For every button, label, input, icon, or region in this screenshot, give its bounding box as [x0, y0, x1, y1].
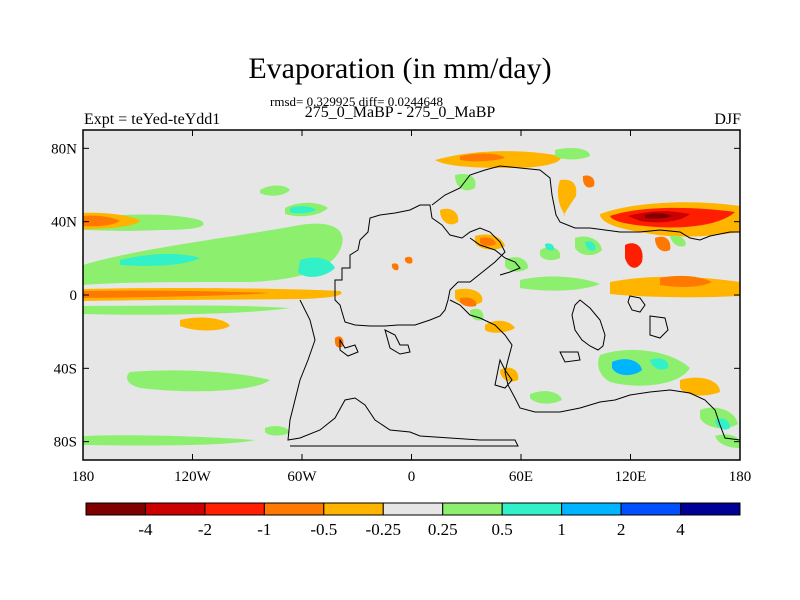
- contour-green: [455, 174, 476, 191]
- x-tick-label: 180: [72, 469, 95, 485]
- contour-teal: [585, 241, 596, 251]
- colorbar-swatch: [85, 502, 146, 516]
- contour-blue: [612, 359, 642, 376]
- contour-green: [260, 185, 290, 196]
- colorbar-label: -0.5: [310, 520, 337, 539]
- coastline: [649, 315, 669, 339]
- y-tick-label: 80N: [51, 141, 77, 157]
- coastlines: [287, 165, 740, 447]
- colorbar: -4 -2 -1 -0.5 -0.25 0.25 0.5 1 2 4: [85, 502, 741, 539]
- coastline: [287, 299, 519, 447]
- colorbar-label: -2: [198, 520, 212, 539]
- colorbar-label: -1: [257, 520, 271, 539]
- colorbar-swatch: [323, 502, 384, 516]
- contour-dark-orange: [334, 336, 344, 348]
- contour-green: [715, 434, 740, 448]
- colorbar-swatch: [144, 502, 206, 516]
- y-tick-label: 80S: [54, 435, 77, 451]
- contour-dark-orange: [660, 275, 712, 287]
- y-axis: 80N 40N 0 40S 80S: [51, 141, 740, 451]
- x-axis: 180 120W 60W 0 60E 120E 180: [72, 130, 752, 485]
- map-title: Evaporation (in mm/day): [248, 52, 552, 85]
- contour-dark-orange: [83, 215, 120, 227]
- map-subtitle: 275_0_MaBP - 275_0_MaBP: [304, 104, 496, 121]
- y-tick-label: 40S: [54, 361, 77, 377]
- contour-green: [83, 305, 290, 315]
- colorbar-label: 2: [617, 520, 626, 539]
- coastline: [469, 237, 521, 276]
- contour-red: [625, 243, 643, 268]
- x-tick-label: 60W: [287, 469, 317, 485]
- x-tick-label: 120W: [174, 469, 212, 485]
- contour-dark-orange: [480, 237, 496, 246]
- contour-dark-orange: [460, 297, 477, 307]
- stats-line: rmsd= 0.329925 diff= 0.0244648: [270, 94, 443, 109]
- contour-orange: [180, 317, 230, 331]
- colorbar-label: 0.25: [428, 520, 458, 539]
- colorbar-swatch: [263, 502, 325, 516]
- colorbar-swatch: [680, 502, 741, 516]
- x-tick-label: 0: [408, 469, 416, 485]
- contour-green: [127, 370, 271, 392]
- contour-dark-orange: [460, 153, 505, 162]
- contour-green: [530, 391, 562, 404]
- contour-teal: [545, 243, 555, 251]
- contour-dark-orange: [83, 290, 270, 298]
- colorbar-label: 1: [557, 520, 566, 539]
- colorbar-label: -0.25: [366, 520, 401, 539]
- contour-green: [555, 148, 590, 160]
- colorbar-label: 4: [676, 520, 685, 539]
- colorbar-swatch: [501, 502, 563, 516]
- contour-teal: [298, 257, 335, 277]
- colorbar-swatch: [620, 502, 682, 516]
- contour-green: [83, 435, 255, 446]
- contour-teal: [120, 254, 200, 266]
- contour-dark-orange: [391, 263, 399, 271]
- x-tick-label: 120E: [615, 469, 647, 485]
- contour-green: [520, 276, 600, 291]
- colorbar-swatch: [382, 502, 444, 516]
- coastline: [339, 338, 359, 357]
- contour-dark-orange: [582, 175, 595, 188]
- colorbar-label: 0.5: [492, 520, 513, 539]
- experiment-label: Expt = teYed-teYdd1: [84, 111, 221, 128]
- colorbar-label: -4: [138, 520, 153, 539]
- coastline: [571, 299, 606, 351]
- contour-green: [598, 349, 690, 386]
- contour-orange: [440, 208, 459, 225]
- contour-green: [83, 223, 343, 285]
- contour-green: [540, 247, 561, 261]
- contour-maroon: [645, 213, 672, 219]
- anomaly-contours: [83, 148, 740, 448]
- x-tick-label: 180: [729, 469, 752, 485]
- coastline: [627, 295, 646, 313]
- colorbar-swatch: [204, 502, 265, 516]
- coastline: [559, 351, 581, 363]
- coastline: [494, 358, 513, 389]
- contour-orange: [500, 367, 519, 382]
- colorbar-swatch: [561, 502, 622, 516]
- contour-teal: [290, 206, 316, 214]
- contour-orange: [680, 377, 720, 396]
- contour-dark-orange: [655, 236, 671, 252]
- coastline: [384, 329, 411, 355]
- contour-orange: [557, 179, 577, 216]
- contour-teal: [650, 358, 669, 370]
- contour-dark-orange: [404, 256, 413, 264]
- coastline: [449, 299, 740, 441]
- colorbar-swatch: [442, 502, 503, 516]
- coastline: [334, 204, 506, 327]
- coastline: [431, 165, 740, 241]
- season-label: DJF: [714, 111, 741, 128]
- y-tick-label: 0: [70, 288, 78, 304]
- contour-green: [670, 235, 686, 247]
- x-tick-label: 60E: [509, 469, 533, 485]
- contour-green: [265, 425, 290, 436]
- y-tick-label: 40N: [51, 215, 77, 231]
